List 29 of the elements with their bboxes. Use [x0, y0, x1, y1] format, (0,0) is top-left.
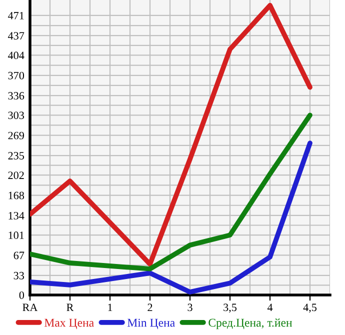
legend-label: Сред.Цена, т.йен	[208, 318, 292, 330]
y-tick-label: 235	[8, 152, 24, 160]
x-tick-label: RA	[22, 304, 38, 312]
x-tick-label: 3,5	[224, 304, 237, 313]
y-tick-label: 269	[8, 132, 24, 140]
line-series	[30, 140, 312, 294]
y-tick-label: 101	[8, 232, 24, 240]
y-tick-label: 202	[8, 172, 24, 180]
x-tick-label: 2	[148, 304, 152, 312]
legend-label: Min Цена	[127, 318, 175, 330]
y-tick-label: 303	[8, 112, 24, 120]
x-tick-label: 4,5	[303, 304, 317, 313]
y-tick-label: 370	[8, 72, 24, 80]
y-tick-label: 437	[8, 32, 24, 40]
legend-label: Max Цена	[44, 318, 94, 330]
line-series	[30, 112, 312, 272]
line-series	[30, 2, 312, 267]
y-tick-label: 33	[14, 272, 24, 280]
y-tick-label: 336	[8, 92, 24, 100]
x-tick-label: 1	[108, 304, 112, 312]
x-tick-label: 4	[267, 304, 273, 312]
y-tick-label: 134	[8, 212, 24, 220]
y-tick-label: 168	[8, 192, 24, 200]
y-tick-label: 404	[8, 52, 24, 60]
x-tick-label: 3	[188, 304, 192, 312]
y-tick-label: 471	[8, 12, 24, 20]
y-tick-label: 67	[14, 252, 24, 260]
y-tick-label: 0	[19, 291, 24, 299]
x-tick-label: R	[66, 304, 74, 312]
